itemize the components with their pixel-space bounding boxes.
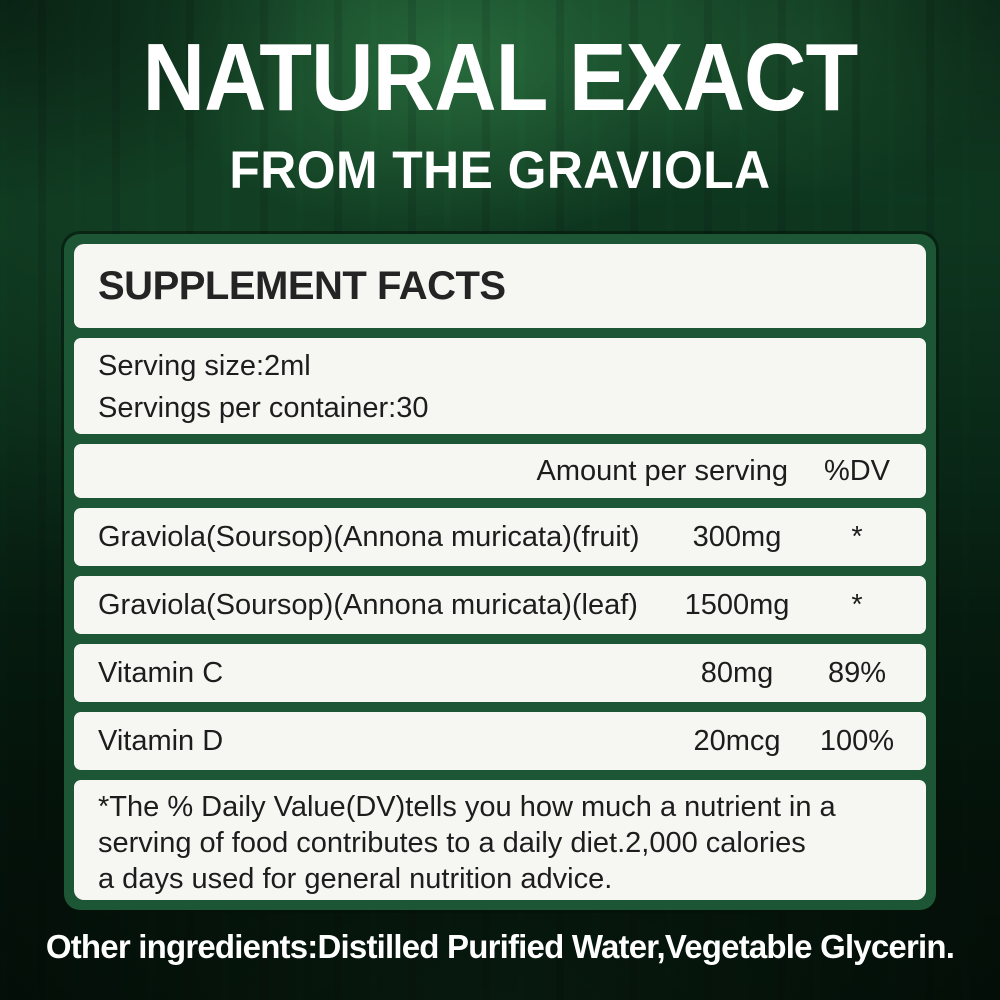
ingredient-amount: 80mg [700, 656, 774, 689]
footnote-line-2: serving of food contributes to a daily d… [98, 827, 806, 859]
servings-per-container: Servings per container:30 [98, 392, 429, 424]
supplement-facts-panel: SUPPLEMENT FACTS Serving size:2ml Servin… [64, 234, 936, 910]
ingredient-name: Graviola(Soursop)(Annona muricata)(leaf) [98, 588, 638, 621]
ingredient-name: Vitamin C [98, 656, 224, 689]
ingredient-dv: * [851, 520, 863, 553]
column-header-amount: Amount per serving [536, 454, 788, 487]
ingredient-dv: 89% [827, 656, 887, 689]
footnote-line-1: *The % Daily Value(DV)tells you how much… [98, 791, 836, 823]
brand-subtitle: FROM THE GRAVIOLA [229, 141, 771, 200]
ingredient-name: Graviola(Soursop)(Annona muricata)(fruit… [98, 520, 640, 553]
serving-info-section: Serving size:2ml Servings per container:… [74, 338, 926, 434]
serving-size: Serving size:2ml [98, 350, 311, 382]
panel-heading-section: SUPPLEMENT FACTS [74, 244, 926, 328]
daily-value-footnote: *The % Daily Value(DV)tells you how much… [74, 780, 926, 900]
ingredient-amount: 300mg [692, 520, 782, 553]
column-header-row: Amount per serving %DV [74, 444, 926, 498]
ingredient-amount: 1500mg [684, 588, 790, 621]
table-row-vitamin-d: Vitamin D 20mcg 100% [74, 712, 926, 770]
ingredient-dv: * [851, 588, 863, 621]
footnote-line-3: a days used for general nutrition advice… [98, 863, 613, 895]
table-row-graviola-leaf: Graviola(Soursop)(Annona muricata)(leaf)… [74, 576, 926, 634]
column-header-dv: %DV [823, 454, 891, 487]
ingredient-dv: 100% [819, 724, 895, 757]
panel-heading: SUPPLEMENT FACTS [98, 263, 506, 308]
brand-title: NATURAL EXACT [142, 24, 859, 131]
table-row-vitamin-c: Vitamin C 80mg 89% [74, 644, 926, 702]
ingredient-amount: 20mcg [693, 724, 781, 757]
ingredient-name: Vitamin D [98, 724, 224, 757]
other-ingredients-text: Other ingredients:Distilled Purified Wat… [45, 928, 955, 965]
table-row-graviola-fruit: Graviola(Soursop)(Annona muricata)(fruit… [74, 508, 926, 566]
